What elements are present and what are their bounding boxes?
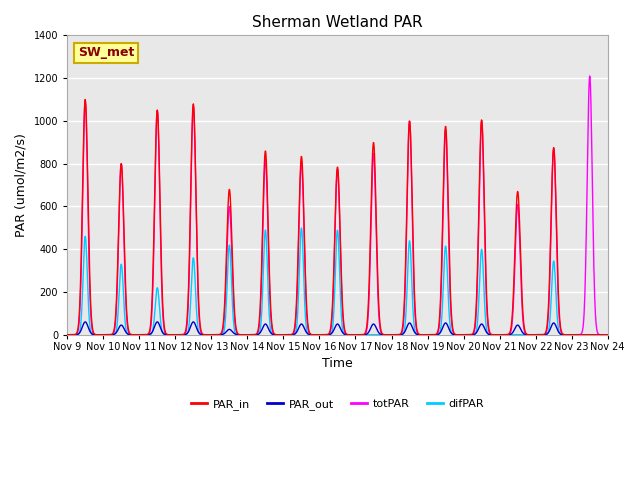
Line: difPAR: difPAR (67, 228, 608, 335)
PAR_out (81, 319, 89, 325)
Title: Sherman Wetland PAR: Sherman Wetland PAR (252, 15, 423, 30)
PAR_out (492, 332, 500, 337)
difPAR (422, 332, 429, 337)
PAR_in (171, 332, 179, 337)
PAR_in (63, 332, 71, 337)
Line: PAR_out: PAR_out (67, 322, 608, 335)
difPAR (298, 225, 305, 231)
PAR_in (492, 332, 500, 337)
totPAR (170, 332, 178, 337)
X-axis label: Time: Time (322, 357, 353, 370)
Y-axis label: PAR (umol/m2/s): PAR (umol/m2/s) (15, 133, 28, 237)
totPAR (492, 332, 500, 337)
difPAR (540, 332, 548, 337)
PAR_out (604, 332, 612, 337)
PAR_out (171, 332, 179, 337)
PAR_out (540, 332, 548, 337)
PAR_out (422, 332, 429, 337)
totPAR (586, 73, 593, 79)
difPAR (244, 332, 252, 337)
Line: PAR_in: PAR_in (67, 99, 608, 335)
Text: SW_met: SW_met (78, 46, 134, 60)
totPAR (244, 332, 252, 337)
PAR_in (540, 332, 548, 337)
Line: totPAR: totPAR (67, 76, 608, 335)
difPAR (492, 332, 500, 337)
totPAR (184, 317, 191, 323)
difPAR (63, 332, 71, 337)
PAR_in (422, 332, 429, 337)
totPAR (540, 332, 547, 337)
PAR_in (184, 304, 191, 310)
difPAR (604, 332, 612, 337)
totPAR (421, 332, 429, 337)
PAR_in (604, 332, 612, 337)
PAR_out (63, 332, 71, 337)
difPAR (170, 332, 178, 337)
PAR_out (184, 330, 191, 336)
PAR_out (244, 332, 252, 337)
difPAR (184, 330, 191, 336)
totPAR (63, 332, 71, 337)
totPAR (604, 332, 612, 337)
PAR_in (244, 332, 252, 337)
PAR_in (81, 96, 89, 102)
Legend: PAR_in, PAR_out, totPAR, difPAR: PAR_in, PAR_out, totPAR, difPAR (186, 394, 489, 414)
